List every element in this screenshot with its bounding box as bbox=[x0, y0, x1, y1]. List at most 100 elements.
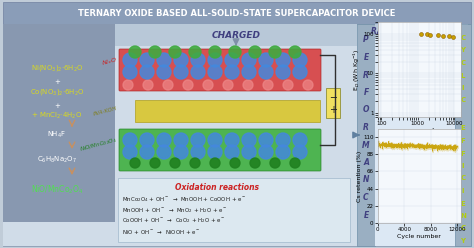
Text: C$_6$H$_8$Na$_2$O$_7$: C$_6$H$_8$Na$_2$O$_7$ bbox=[37, 155, 77, 165]
Circle shape bbox=[225, 133, 239, 147]
Circle shape bbox=[174, 53, 188, 67]
Circle shape bbox=[242, 145, 256, 159]
Circle shape bbox=[208, 145, 222, 159]
Circle shape bbox=[259, 145, 273, 159]
Circle shape bbox=[140, 145, 154, 159]
Y-axis label: E$_D$ (Wh Kg$^{-1}$): E$_D$ (Wh Kg$^{-1}$) bbox=[351, 48, 362, 91]
Text: N: N bbox=[363, 176, 369, 185]
Text: Ni(NO$_3$)$_2$·6H$_2$O: Ni(NO$_3$)$_2$·6H$_2$O bbox=[31, 63, 83, 73]
Text: E: E bbox=[461, 200, 465, 207]
Circle shape bbox=[157, 145, 171, 159]
Circle shape bbox=[191, 65, 205, 79]
Text: F: F bbox=[364, 88, 369, 97]
Circle shape bbox=[293, 53, 307, 67]
FancyBboxPatch shape bbox=[119, 129, 321, 171]
Text: MnCo$_2$O$_4$ + OH$^-$  →  MnOOH + CoOOH + e$^-$: MnCo$_2$O$_4$ + OH$^-$ → MnOOH + CoOOH +… bbox=[122, 196, 246, 204]
Circle shape bbox=[210, 158, 220, 168]
Circle shape bbox=[230, 158, 240, 168]
Bar bbox=[115, 24, 357, 246]
Circle shape bbox=[123, 53, 137, 67]
Circle shape bbox=[123, 65, 137, 79]
Bar bbox=[135, 100, 320, 122]
Text: L: L bbox=[461, 72, 465, 79]
Y-axis label: Cs retention (%): Cs retention (%) bbox=[357, 151, 362, 202]
Text: +: + bbox=[54, 103, 60, 109]
Circle shape bbox=[242, 53, 256, 67]
Text: ─: ─ bbox=[330, 93, 336, 103]
Text: F: F bbox=[461, 151, 465, 156]
Text: R: R bbox=[363, 70, 369, 80]
Bar bbox=[3, 24, 115, 246]
Bar bbox=[375, 24, 455, 38]
Circle shape bbox=[293, 133, 307, 147]
Circle shape bbox=[149, 46, 161, 58]
Text: N: N bbox=[460, 213, 466, 219]
Circle shape bbox=[276, 65, 290, 79]
Text: Co(NO$_3$)$_2$·6H$_2$O: Co(NO$_3$)$_2$·6H$_2$O bbox=[30, 87, 84, 97]
Text: I: I bbox=[462, 188, 464, 194]
Circle shape bbox=[208, 53, 222, 67]
Circle shape bbox=[276, 145, 290, 159]
Text: C: C bbox=[460, 60, 465, 66]
Text: E: E bbox=[461, 125, 465, 131]
Circle shape bbox=[249, 46, 261, 58]
Circle shape bbox=[276, 53, 290, 67]
Circle shape bbox=[123, 145, 137, 159]
Text: NiO + OH$^-$  →  NiOOH + e$^-$: NiO + OH$^-$ → NiOOH + e$^-$ bbox=[122, 227, 201, 236]
Circle shape bbox=[290, 158, 300, 168]
Circle shape bbox=[208, 133, 222, 147]
Circle shape bbox=[123, 133, 137, 147]
Bar bbox=[3, 2, 471, 24]
Circle shape bbox=[203, 80, 213, 90]
Circle shape bbox=[250, 158, 260, 168]
Circle shape bbox=[223, 80, 233, 90]
Point bbox=[439, 34, 447, 38]
Circle shape bbox=[283, 80, 293, 90]
Text: CHARGED: CHARGED bbox=[211, 31, 261, 39]
Circle shape bbox=[293, 145, 307, 159]
Circle shape bbox=[157, 65, 171, 79]
Text: Y: Y bbox=[461, 238, 465, 244]
Text: I: I bbox=[462, 85, 464, 91]
Circle shape bbox=[225, 53, 239, 67]
Bar bbox=[118, 178, 350, 242]
Circle shape bbox=[269, 46, 281, 58]
Point bbox=[417, 32, 425, 36]
Bar bbox=[455, 24, 471, 246]
Text: C: C bbox=[460, 176, 465, 182]
Text: +: + bbox=[54, 79, 60, 85]
Point bbox=[427, 33, 434, 37]
Circle shape bbox=[174, 145, 188, 159]
Text: Ni$_x$O: Ni$_x$O bbox=[100, 56, 118, 68]
Bar bbox=[375, 24, 468, 246]
Circle shape bbox=[263, 80, 273, 90]
Circle shape bbox=[242, 65, 256, 79]
Text: C: C bbox=[460, 97, 465, 103]
Point bbox=[449, 35, 456, 39]
Text: NiO/MnCo$_2$O$_4$: NiO/MnCo$_2$O$_4$ bbox=[31, 184, 83, 196]
Bar bbox=[115, 24, 357, 46]
Text: RAGONE EFFICIENCY: RAGONE EFFICIENCY bbox=[371, 27, 459, 35]
Circle shape bbox=[225, 65, 239, 79]
X-axis label: P$_D$ (W Kg$^{-1}$): P$_D$ (W Kg$^{-1}$) bbox=[400, 127, 438, 137]
Text: PVA-KOH: PVA-KOH bbox=[93, 105, 118, 117]
Circle shape bbox=[174, 133, 188, 147]
Circle shape bbox=[259, 133, 273, 147]
Circle shape bbox=[276, 133, 290, 147]
Text: Oxidation reactions: Oxidation reactions bbox=[175, 184, 259, 192]
Text: NH$_4$F: NH$_4$F bbox=[47, 130, 66, 140]
Point bbox=[423, 32, 431, 36]
Circle shape bbox=[130, 158, 140, 168]
Text: R: R bbox=[363, 123, 369, 132]
Text: C: C bbox=[363, 193, 369, 202]
Circle shape bbox=[169, 46, 181, 58]
Circle shape bbox=[208, 65, 222, 79]
Circle shape bbox=[140, 65, 154, 79]
Text: TERNARY OXIDE BASED ALL-SOLID-STATE SUPERCAPACITOR DEVICE: TERNARY OXIDE BASED ALL-SOLID-STATE SUPE… bbox=[78, 8, 396, 18]
Circle shape bbox=[293, 65, 307, 79]
Text: E: E bbox=[364, 53, 369, 62]
Circle shape bbox=[157, 53, 171, 67]
Circle shape bbox=[289, 46, 301, 58]
Bar bbox=[326, 88, 340, 118]
Circle shape bbox=[190, 158, 200, 168]
